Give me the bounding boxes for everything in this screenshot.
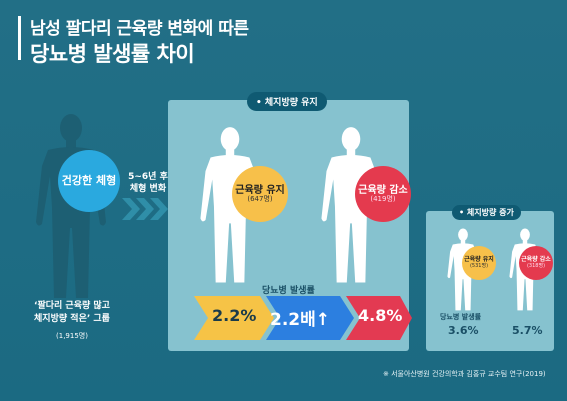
- title-line-2: 당뇨병 발생률 차이: [30, 42, 195, 66]
- rate-arrow-maintain: [194, 296, 274, 340]
- muscle-maintained-circle: 근육량 유지 (647명): [232, 166, 288, 222]
- rate-arrow-decrease: [346, 296, 412, 340]
- side-muscle-decreased-circle: 근육량 감소 (318명): [519, 246, 553, 280]
- title-line-1: 남성 팔다리 근육량 변화에 따른: [30, 19, 249, 39]
- change-caption-line-2: 체형 변화: [129, 184, 167, 195]
- group-label-line-1: ‘팔다리 근육량 많고: [34, 301, 110, 311]
- title-accent-bar: [18, 16, 21, 60]
- side-muscle-maintained-label: 근육량 유지: [464, 255, 494, 263]
- muscle-maintained-label: 근육량 유지: [235, 184, 285, 196]
- main-rate-label: 당뇨병 발생률: [262, 286, 315, 296]
- healthy-body-circle: 건강한 체형: [58, 150, 120, 212]
- side-rate-maintain: 3.6%: [448, 324, 479, 337]
- side-muscle-maintained-count: (531명): [469, 262, 489, 269]
- change-arrow-icon: [122, 198, 168, 220]
- muscle-maintained-count: (647명): [247, 194, 273, 203]
- muscle-decreased-count: (419명): [370, 194, 396, 203]
- side-rate-decrease: 5.7%: [512, 324, 543, 337]
- fat-increased-tag: • 체지방량 증가: [452, 205, 521, 220]
- fat-maintained-tag: • 체지방량 유지: [247, 92, 327, 111]
- group-label-line-2: 체지방량 적은’ 그룹: [34, 314, 110, 325]
- rate-arrow-ratio: [266, 296, 354, 340]
- side-muscle-maintained-circle: 근육량 유지 (531명): [462, 246, 496, 280]
- muscle-decreased-circle: 근육량 감소 (419명): [355, 166, 411, 222]
- change-caption-line-1: 5~6년 후: [128, 172, 168, 182]
- side-rate-label: 당뇨병 발생률: [440, 313, 482, 321]
- rate-arrows: [194, 296, 412, 340]
- muscle-decreased-label: 근육량 감소: [358, 184, 408, 196]
- rate-maintain: 2.2%: [212, 306, 257, 325]
- source-footnote: ※ 서울아산병원 건강의학과 김홍규 교수팀 연구(2019): [383, 370, 546, 378]
- side-muscle-decreased-count: (318명): [526, 262, 546, 269]
- side-muscle-decreased-label: 근육량 감소: [521, 255, 551, 263]
- group-count: (1,915명): [56, 332, 88, 340]
- rate-ratio: 2.2배↑: [270, 310, 330, 330]
- group-label: ‘팔다리 근육량 많고 체지방량 적은’ 그룹: [16, 300, 128, 326]
- healthy-body-label: 건강한 체형: [61, 173, 117, 187]
- rate-decrease: 4.8%: [358, 306, 403, 325]
- change-caption: 5~6년 후 체형 변화: [118, 171, 178, 195]
